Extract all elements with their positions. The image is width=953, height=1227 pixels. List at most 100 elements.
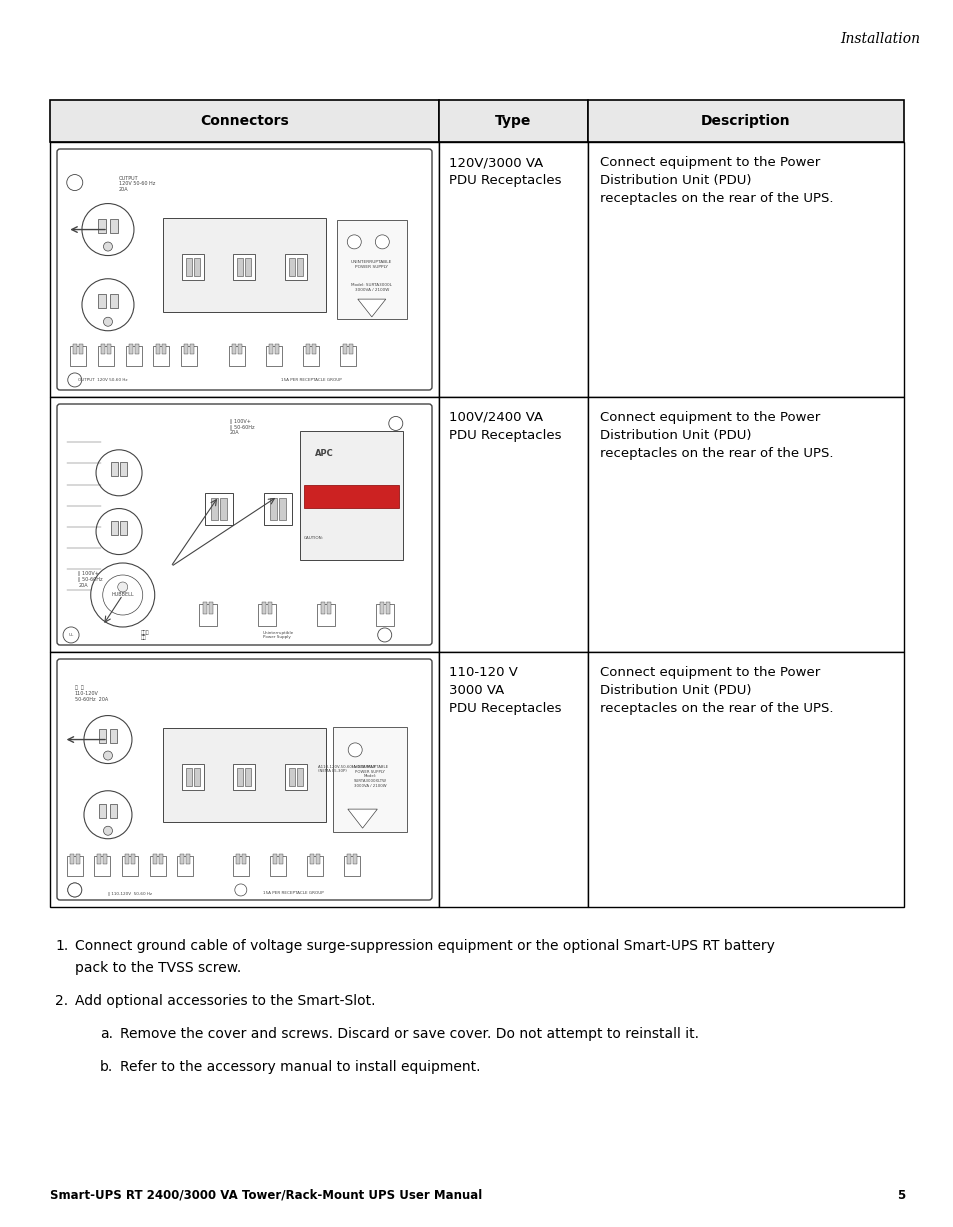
Bar — [269, 344, 273, 355]
Bar — [103, 854, 108, 864]
Bar — [198, 604, 216, 626]
Bar — [107, 344, 111, 355]
Text: Model: SURTA3000L
3000VA / 2100W: Model: SURTA3000L 3000VA / 2100W — [351, 283, 392, 292]
Bar — [150, 856, 166, 876]
Text: 5: 5 — [896, 1189, 904, 1202]
Bar — [233, 254, 255, 280]
Bar — [336, 220, 406, 319]
Circle shape — [82, 204, 133, 255]
Bar — [266, 346, 282, 366]
Text: Connectors: Connectors — [200, 114, 289, 128]
Text: 1.: 1. — [55, 939, 69, 953]
Bar — [110, 804, 117, 817]
Text: UNINTERRUPTABLE
POWER SUPPLY
Model:
SURTA3000XLTW
3000VA / 2100W: UNINTERRUPTABLE POWER SUPPLY Model: SURT… — [351, 766, 388, 788]
Text: CAUTION:: CAUTION: — [303, 536, 323, 540]
Bar — [296, 768, 303, 785]
Bar — [50, 142, 438, 398]
Bar — [129, 344, 132, 355]
Circle shape — [96, 508, 142, 555]
Bar — [587, 99, 903, 142]
Bar — [438, 398, 587, 652]
Bar — [101, 344, 105, 355]
Bar — [233, 763, 255, 789]
Bar — [303, 485, 399, 508]
Circle shape — [103, 826, 112, 836]
Bar — [73, 344, 77, 355]
Text: ∥ 100V+
∥ 50-60Hz
20A: ∥ 100V+ ∥ 50-60Hz 20A — [78, 572, 103, 588]
Bar — [270, 856, 285, 876]
Bar — [126, 346, 142, 366]
Text: A110-120V-50-60Hz 24A MAX
(NEMA L5-30P): A110-120V-50-60Hz 24A MAX (NEMA L5-30P) — [318, 764, 375, 773]
Bar — [353, 854, 356, 864]
Bar — [326, 601, 331, 614]
Text: Smart-UPS RT 2400/3000 VA Tower/Rack-Mount UPS User Manual: Smart-UPS RT 2400/3000 VA Tower/Rack-Mou… — [50, 1189, 482, 1202]
Bar — [238, 344, 242, 355]
Text: b.: b. — [100, 1060, 113, 1074]
Bar — [245, 768, 252, 785]
Bar — [320, 601, 324, 614]
Bar — [134, 344, 138, 355]
Text: Connect equipment to the Power
Distribution Unit (PDU)
receptacles on the rear o: Connect equipment to the Power Distribut… — [599, 411, 833, 460]
Bar — [237, 258, 243, 276]
Bar — [346, 854, 350, 864]
Circle shape — [347, 234, 361, 249]
Bar — [79, 344, 83, 355]
Bar — [278, 854, 282, 864]
Bar — [235, 854, 239, 864]
Bar — [257, 604, 275, 626]
Bar — [202, 601, 207, 614]
Text: Connect equipment to the Power
Distribution Unit (PDU)
receptacles on the rear o: Connect equipment to the Power Distribut… — [599, 666, 833, 715]
Bar — [285, 254, 307, 280]
Bar — [152, 854, 156, 864]
Text: ∥ 110-120V  50-60 Hz: ∥ 110-120V 50-60 Hz — [108, 891, 152, 894]
Bar — [182, 763, 204, 789]
Bar — [274, 344, 278, 355]
Circle shape — [84, 715, 132, 763]
Bar — [303, 346, 318, 366]
Circle shape — [68, 373, 82, 387]
Text: HUBBELL: HUBBELL — [112, 593, 134, 598]
Bar — [50, 99, 438, 142]
Bar — [99, 804, 106, 817]
Bar — [205, 492, 233, 524]
Text: Type: Type — [495, 114, 531, 128]
Bar — [163, 728, 325, 822]
Bar — [211, 498, 217, 520]
Bar — [241, 854, 246, 864]
Bar — [162, 344, 167, 355]
Bar — [122, 856, 138, 876]
Bar — [438, 99, 587, 142]
Circle shape — [96, 450, 142, 496]
Bar — [156, 344, 160, 355]
Text: 120V/3000 VA
PDU Receptacles: 120V/3000 VA PDU Receptacles — [449, 156, 561, 187]
Bar — [193, 258, 199, 276]
Bar — [339, 346, 355, 366]
Bar — [296, 258, 303, 276]
Text: OUTPUT  120V 50-60 Hz: OUTPUT 120V 50-60 Hz — [78, 378, 128, 383]
Text: OUTPUT
120V 50-60 Hz
20A: OUTPUT 120V 50-60 Hz 20A — [119, 175, 155, 193]
Circle shape — [67, 174, 83, 190]
Text: 2.: 2. — [55, 994, 68, 1009]
FancyBboxPatch shape — [57, 404, 432, 645]
Circle shape — [63, 627, 79, 643]
Bar — [438, 652, 587, 907]
Bar — [153, 346, 170, 366]
Bar — [70, 854, 73, 864]
Circle shape — [389, 416, 402, 431]
Bar — [306, 856, 322, 876]
Bar — [111, 461, 118, 476]
Circle shape — [91, 563, 154, 627]
Text: 15A PER RECEPTACLE GROUP: 15A PER RECEPTACLE GROUP — [281, 378, 342, 383]
Text: a.: a. — [100, 1027, 112, 1040]
Bar — [98, 346, 114, 366]
Bar — [587, 652, 903, 907]
Bar — [158, 854, 163, 864]
Bar — [333, 726, 406, 832]
Bar — [110, 218, 118, 233]
Bar — [233, 856, 249, 876]
FancyBboxPatch shape — [57, 148, 432, 390]
Bar — [50, 652, 438, 907]
Text: 100V/2400 VA
PDU Receptacles: 100V/2400 VA PDU Receptacles — [449, 411, 561, 442]
Text: Connect ground cable of voltage surge-suppression equipment or the optional Smar: Connect ground cable of voltage surge-su… — [75, 939, 774, 953]
Circle shape — [234, 883, 247, 896]
